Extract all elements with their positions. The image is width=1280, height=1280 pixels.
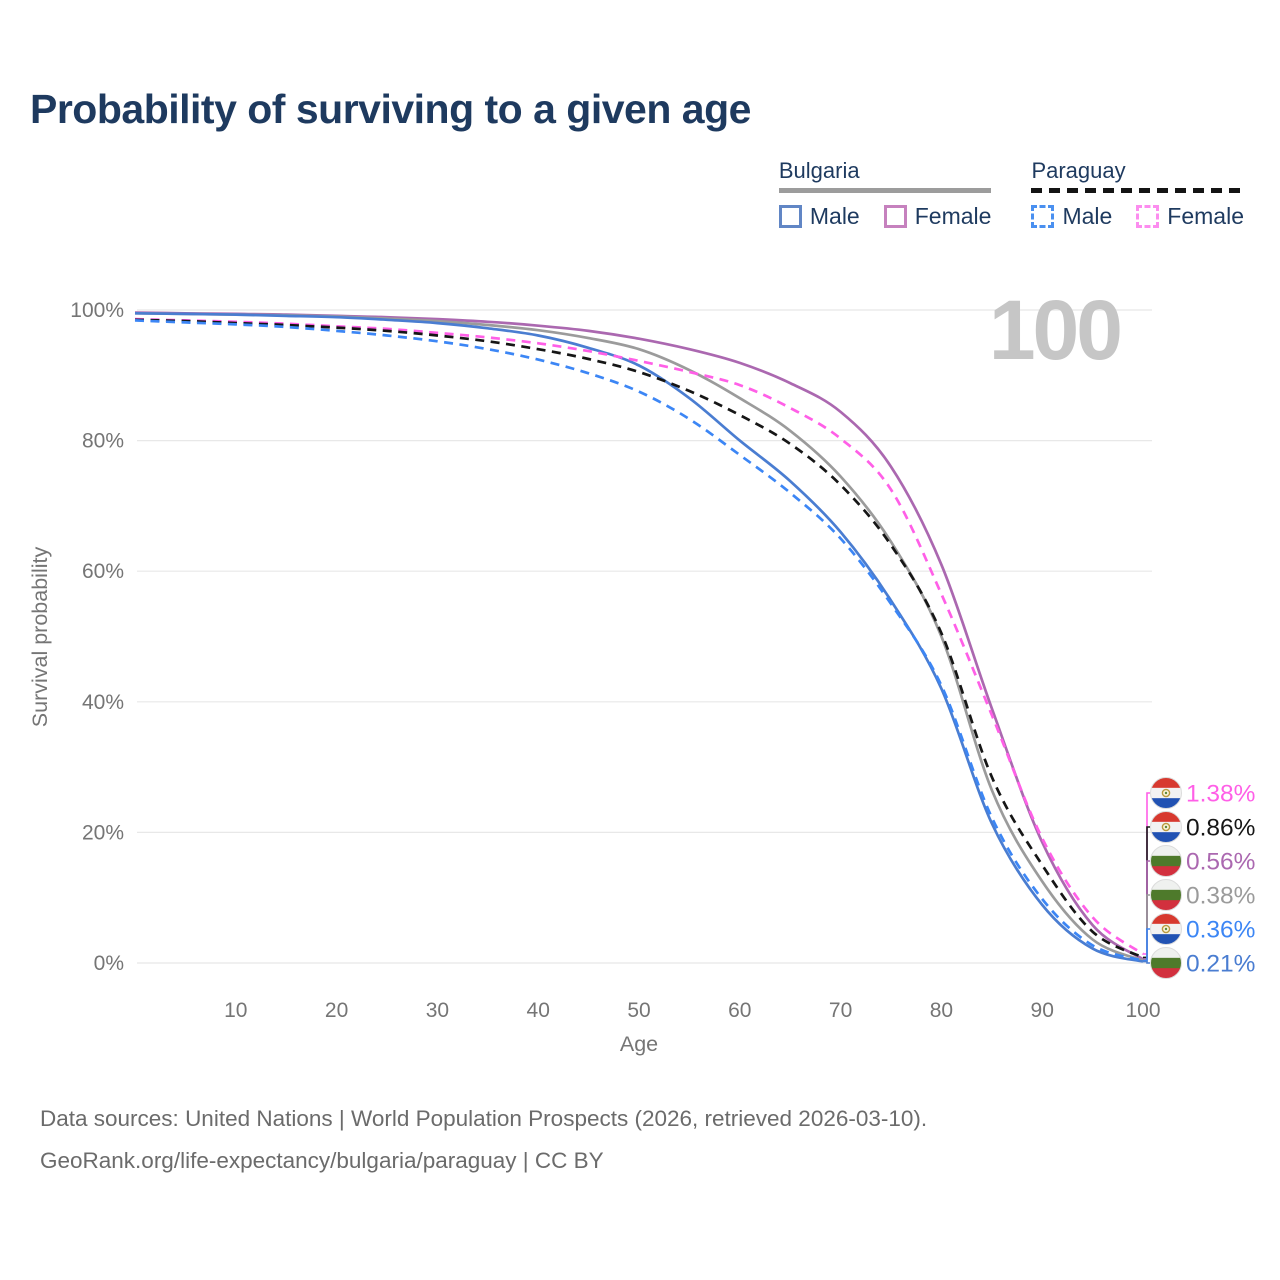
end-label-connector [1143,960,1150,964]
x-tick-label: 10 [224,999,247,1022]
x-tick-label: 30 [426,999,449,1022]
end-value-label-paraguay-male: 0.36% [1186,917,1255,944]
data-sources-note: Data sources: United Nations | World Pop… [40,1098,927,1182]
legend-item-bulgaria-female[interactable]: Female [883,203,992,230]
data-sources-line: Data sources: United Nations | World Pop… [40,1106,928,1131]
bulgaria-solid-line-swatch-icon [778,188,992,193]
x-tick-label: 90 [1031,999,1054,1022]
series-line-bulgaria-both[interactable] [134,311,1144,962]
age-watermark: 100 [988,283,1123,377]
paraguay-dashed-line-swatch-icon [1031,188,1244,193]
x-tick-label: 50 [627,999,650,1022]
y-tick-label: 100% [70,299,124,322]
legend-item-label: Female [914,203,992,229]
paraguay-male-swatch-icon [1031,205,1055,228]
legend-item-label: Male [1062,203,1113,229]
y-tick-label: 40% [82,691,124,714]
end-value-label-paraguay-female: 1.38% [1186,781,1255,808]
legend: Bulgaria Male Female Paraguay Male [778,158,1244,230]
x-tick-label: 20 [325,999,348,1022]
bulgaria-male-swatch-icon [778,205,802,228]
series-line-paraguay-male[interactable] [134,319,1144,962]
legend-group-bulgaria: Bulgaria Male Female [778,158,992,230]
end-value-label-bulgaria-male: 0.21% [1186,951,1255,978]
paraguay-female-swatch-icon [1136,205,1160,228]
legend-group-paraguay: Paraguay Male Female [1031,158,1244,230]
paraguay-flag-icon [1150,913,1182,945]
paraguay-flag-icon [1150,777,1182,809]
bulgaria-flag-icon [1150,947,1182,979]
y-axis-title: Survival probability [28,547,52,728]
paraguay-flag-icon [1150,811,1182,843]
bulgaria-flag-icon [1150,845,1182,877]
y-tick-label: 80% [82,430,124,453]
attribution-line: GeoRank.org/life-expectancy/bulgaria/par… [40,1148,604,1173]
x-tick-label: 40 [527,999,550,1022]
y-tick-label: 20% [82,821,124,844]
legend-item-paraguay-male[interactable]: Male [1031,203,1112,230]
legend-item-bulgaria-male[interactable]: Male [778,203,860,230]
x-axis-title: Age [620,1032,658,1056]
end-label-connector [1143,928,1150,962]
legend-item-paraguay-female[interactable]: Female [1136,203,1244,230]
x-tick-label: 70 [829,999,852,1022]
x-tick-label: 60 [728,999,751,1022]
series-line-paraguay-female[interactable] [134,317,1144,956]
series-line-bulgaria-female[interactable] [134,311,1144,961]
x-tick-label: 80 [930,999,953,1022]
end-value-label-bulgaria-female: 0.56% [1186,849,1255,876]
page-title: Probability of surviving to a given age [30,86,751,132]
end-value-label-paraguay-both: 0.86% [1186,815,1255,842]
x-tick-label: 100 [1125,999,1160,1022]
series-line-bulgaria-male[interactable] [134,311,1144,963]
legend-item-label: Female [1167,203,1244,229]
legend-country-bulgaria[interactable]: Bulgaria [778,158,860,183]
y-tick-label: 0% [94,952,124,975]
legend-country-paraguay[interactable]: Paraguay [1031,158,1126,183]
bulgaria-female-swatch-icon [883,205,907,228]
y-tick-label: 60% [82,560,124,583]
bulgaria-flag-icon [1150,879,1182,911]
series-line-paraguay-both[interactable] [134,318,1144,959]
legend-item-label: Male [809,203,860,229]
end-value-label-bulgaria-both: 0.38% [1186,883,1255,910]
